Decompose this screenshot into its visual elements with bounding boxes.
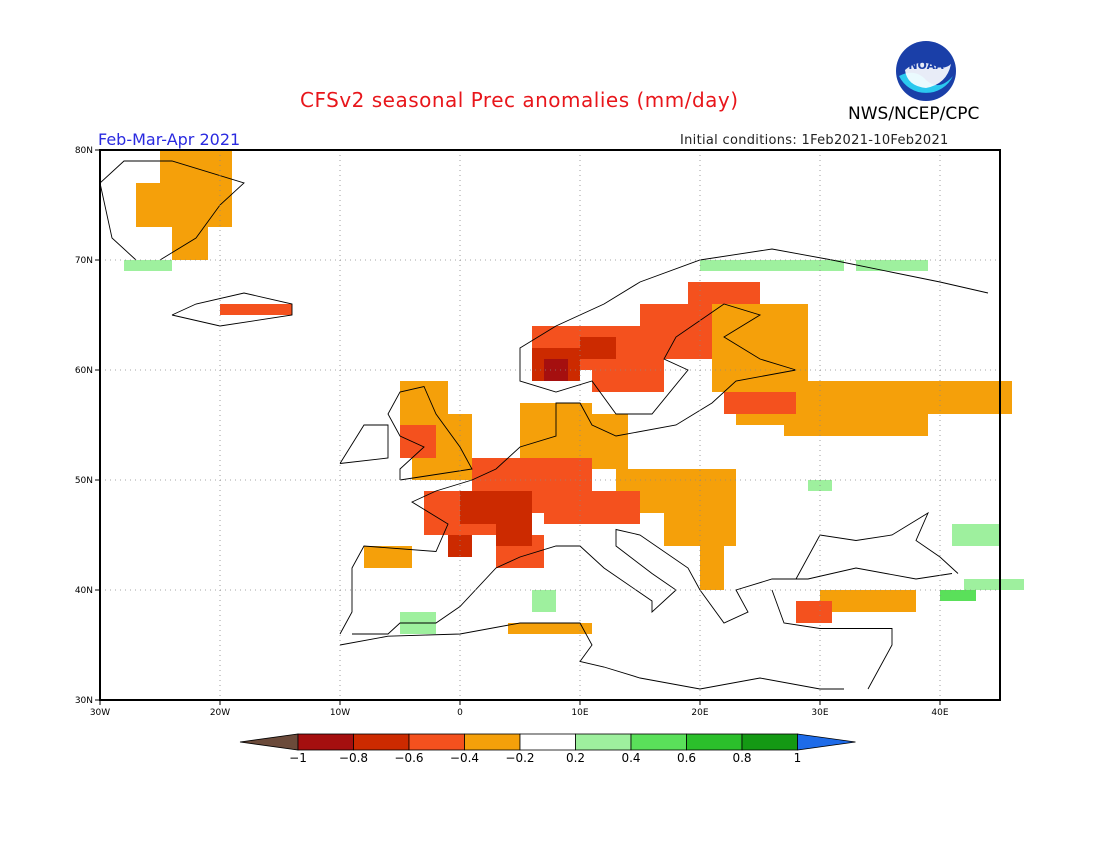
lon-label: 20W — [210, 708, 230, 718]
anomaly-cell — [892, 381, 1012, 414]
lat-label: 40N — [75, 586, 93, 596]
anomaly-cell — [496, 524, 532, 546]
map-frame — [99, 149, 1001, 701]
anomaly-cell — [700, 260, 844, 271]
lon-label: 0 — [457, 708, 463, 718]
anomaly-cell — [796, 601, 832, 623]
colorbar-label: −0.4 — [450, 751, 479, 765]
colorbar-box — [353, 733, 410, 751]
colorbar-arrow-right — [797, 733, 856, 751]
coastline — [339, 424, 389, 464]
colorbar-label: 0.6 — [677, 751, 696, 765]
coastline — [339, 248, 989, 635]
lat-label: 70N — [75, 256, 93, 266]
lat-label: 30N — [75, 696, 93, 706]
noaa-logo-icon: NOAA — [896, 41, 956, 101]
anomaly-cell — [160, 150, 232, 183]
lat-label: 50N — [75, 476, 93, 486]
coastline — [771, 589, 893, 690]
colorbar-label: −0.2 — [505, 751, 534, 765]
colorbar-box — [630, 733, 687, 751]
anomaly-cell — [460, 491, 532, 524]
colorbar-label: 0.2 — [566, 751, 585, 765]
colorbar-box — [519, 733, 576, 751]
colorbar-label: −0.8 — [339, 751, 368, 765]
lon-label: 40E — [931, 708, 948, 718]
anomaly-cell — [820, 590, 916, 612]
colorbar-label: 0.8 — [732, 751, 751, 765]
anomaly-cell — [952, 524, 1000, 546]
anomaly-cell — [532, 590, 556, 612]
lon-label: 30E — [811, 708, 828, 718]
colorbar-label: −0.6 — [394, 751, 423, 765]
organization-label: NWS/NCEP/CPC — [848, 104, 980, 124]
colorbar-box — [741, 733, 798, 751]
lon-label: 10W — [330, 708, 350, 718]
colorbar-box — [297, 733, 354, 751]
anomaly-cell — [940, 590, 976, 601]
anomaly-cell — [544, 491, 640, 524]
anomaly-cell — [592, 414, 628, 469]
anomaly-cell — [364, 546, 412, 568]
anomaly-cell — [700, 546, 724, 590]
anomaly-cell — [856, 260, 928, 271]
forecast-period: Feb-Mar-Apr 2021 — [98, 130, 241, 149]
anomaly-cell — [136, 183, 232, 227]
colorbar-box — [575, 733, 632, 751]
initial-conditions: Initial conditions: 1Feb2021-10Feb2021 — [680, 133, 949, 148]
anomaly-cell — [580, 337, 616, 359]
lat-label: 80N — [75, 146, 93, 156]
colorbar-box — [408, 733, 465, 751]
coastline — [387, 385, 473, 481]
anomaly-cell — [712, 304, 808, 392]
lat-label: 60N — [75, 366, 93, 376]
map-title: CFSv2 seasonal Prec anomalies (mm/day) — [300, 88, 739, 112]
lon-label: 30W — [90, 708, 110, 718]
anomaly-cell — [124, 260, 172, 271]
colorbar-arrow-left — [239, 733, 299, 751]
coastline — [99, 160, 245, 261]
anomaly-cell — [436, 414, 472, 447]
lon-label: 10E — [571, 708, 588, 718]
anomaly-cell — [172, 227, 208, 260]
coastline — [352, 528, 953, 635]
anomaly-cell — [724, 392, 796, 414]
colorbar-label: −1 — [289, 751, 307, 765]
logo-text: NOAA — [908, 59, 944, 72]
coastline — [339, 622, 844, 690]
colorbar-label: 1 — [794, 751, 802, 765]
coastline — [795, 511, 959, 580]
colorbar-label: 0.4 — [621, 751, 640, 765]
anomaly-cell — [964, 579, 1024, 590]
anomaly-cell — [508, 623, 592, 634]
colorbar-box — [464, 733, 521, 751]
anomaly-cell — [220, 304, 292, 315]
anomaly-cell — [664, 502, 736, 546]
colorbar-box — [686, 733, 743, 751]
lon-label: 20E — [691, 708, 708, 718]
